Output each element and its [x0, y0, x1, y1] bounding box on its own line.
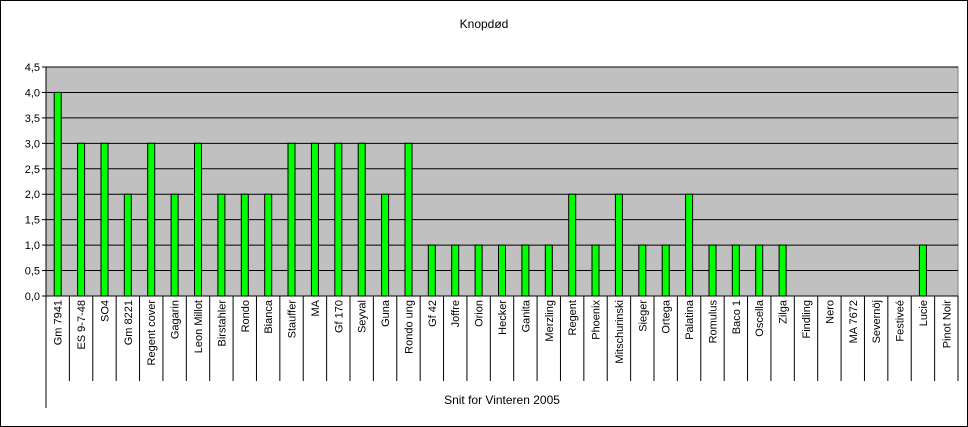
category-label: Rondo [240, 300, 252, 332]
category-label: Baco 1 [731, 300, 743, 334]
category-label: Regent [567, 300, 579, 335]
bar [334, 142, 343, 297]
bar [427, 244, 436, 297]
category-label: Findling [801, 300, 813, 339]
bar [53, 91, 62, 297]
y-tick-label: 3,0 [25, 138, 40, 150]
bar [451, 244, 460, 297]
x-axis: Gm 7941 ES 9-7-48 SO4 Gm 8221 Regent cover Ga… [45, 295, 959, 408]
category-label: Gm 7941 [53, 300, 65, 345]
bar [685, 193, 694, 297]
bar [404, 142, 413, 297]
category-label: MA 7672 [848, 300, 860, 343]
category-label: Birstahler [216, 300, 228, 347]
bar [498, 244, 506, 297]
bars [53, 91, 927, 297]
y-tick-label: 3,5 [25, 113, 40, 125]
category-label: Leon Millot [193, 300, 205, 353]
bar [918, 244, 927, 297]
bar [357, 142, 366, 297]
category-label: ES 9-7-48 [76, 300, 88, 350]
bar [194, 142, 202, 297]
category-label: Palatina [684, 299, 696, 340]
category-label: Festiveé [895, 300, 907, 342]
category-label: Gagarin [170, 300, 182, 339]
category-label: Zilga [778, 299, 790, 324]
category-label: Hecker [497, 300, 509, 335]
bar [474, 244, 483, 297]
category-label: Ortega [661, 299, 673, 334]
bar [381, 193, 390, 297]
bar [310, 142, 319, 297]
category-label: Gm 8221 [123, 300, 135, 345]
category-label: SO4 [99, 300, 111, 322]
category-label: Nero [824, 300, 836, 324]
bar [544, 244, 553, 297]
bar [755, 244, 764, 297]
x-axis-label: Snit for Vinteren 2005 [444, 393, 560, 407]
bar [287, 142, 296, 297]
bar [568, 193, 577, 297]
category-label: Gf 42 [427, 300, 439, 327]
category-label: Phoenix [591, 300, 603, 340]
category-label: Seyval [357, 300, 369, 333]
y-tick-label: 1,0 [25, 240, 40, 252]
bar [170, 193, 179, 297]
y-tick-label: 0,5 [25, 266, 40, 278]
category-label: Stauffer [287, 300, 299, 339]
category-label: Joffre [450, 300, 462, 327]
category-label: Regent cover [146, 300, 158, 366]
bar [638, 244, 647, 297]
bar [591, 244, 600, 297]
category-label: MA [310, 299, 322, 316]
bar [217, 193, 226, 297]
bar [708, 244, 717, 297]
category-label: Bianca [263, 299, 275, 334]
bar [731, 244, 740, 297]
bar [123, 193, 132, 297]
bar [147, 142, 156, 297]
y-tick-label: 2,5 [25, 164, 40, 176]
category-label: Severnöj [871, 300, 883, 343]
bar [77, 142, 86, 297]
category-label: Sieger [637, 300, 649, 332]
category-label: Oscella [754, 299, 766, 337]
category-label: Romulus [707, 300, 719, 344]
category-label: Pinot Noir [941, 300, 953, 349]
y-axis: 0,0 0,5 1,0 1,5 2,0 2,5 3,0 3,5 4,0 4,5 [25, 62, 47, 303]
y-tick-label: 2,0 [25, 189, 40, 201]
bar [264, 193, 273, 297]
category-label: Guna [380, 299, 392, 327]
category-label: Lucie [918, 300, 930, 326]
bar [661, 244, 670, 297]
y-tick-label: 0,0 [25, 291, 40, 303]
chart-title: Knopdød [460, 17, 509, 31]
bar [100, 142, 109, 297]
category-label: Rondo ung [403, 300, 415, 354]
bar [778, 244, 787, 297]
bar [240, 193, 249, 297]
bar [521, 244, 530, 297]
y-tick-label: 4,0 [25, 87, 40, 99]
category-label: Ganita [520, 299, 532, 332]
category-label: Merzling [544, 300, 556, 342]
bar [614, 193, 623, 297]
y-tick-label: 4,5 [25, 62, 40, 74]
y-tick-label: 1,5 [25, 215, 40, 227]
category-label: Orion [474, 300, 486, 327]
category-label: Gf 170 [333, 300, 345, 333]
category-label: Mitschurinski [614, 300, 626, 364]
